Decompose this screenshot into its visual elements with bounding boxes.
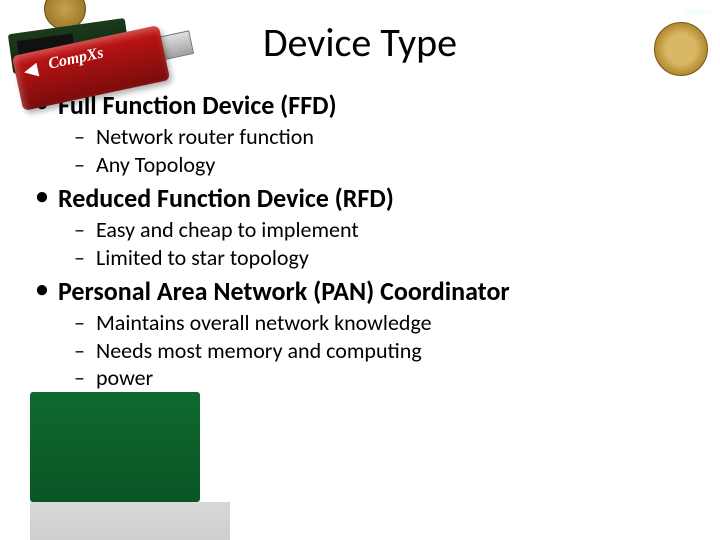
image-rfd-board	[30, 502, 230, 540]
subbullet-pan-1: Needs most memory and computing	[30, 337, 690, 365]
content-area: Full Function Device (FFD) Network route…	[30, 89, 690, 392]
subbullet-rfd-1: Limited to star topology	[30, 244, 690, 272]
bullet-ffd: Full Function Device (FFD)	[30, 89, 690, 121]
slide: Device Type Full Function Device (FFD) N…	[0, 0, 720, 540]
bullet-rfd: Reduced Function Device (RFD)	[30, 182, 690, 214]
bullet-pan: Personal Area Network (PAN) Coordinator	[30, 275, 690, 307]
silk-text: compXs	[683, 8, 712, 17]
subbullet-ffd-1: Any Topology	[30, 151, 690, 179]
image-ffd-board: compXs	[30, 392, 200, 502]
subbullet-pan-0: Maintains overall network knowledge	[30, 309, 690, 337]
subbullet-ffd-0: Network router function	[30, 123, 690, 151]
subbullet-rfd-0: Easy and cheap to implement	[30, 216, 690, 244]
coin-icon	[654, 22, 708, 76]
subbullet-pan-2: power	[30, 364, 690, 392]
